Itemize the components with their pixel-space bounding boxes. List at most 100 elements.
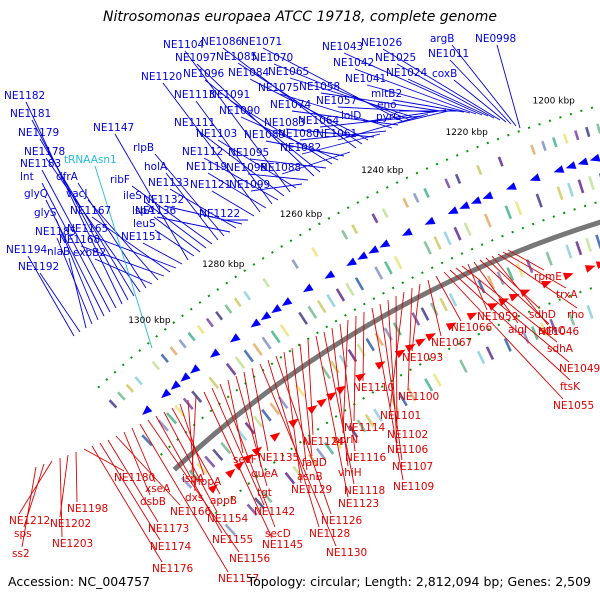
- gene-label-sps: sps: [14, 528, 32, 540]
- gene-label-ne1099: NE1099: [229, 179, 270, 191]
- gene-label-ne1100: NE1100: [398, 391, 439, 403]
- gene-label-ne1058: NE1058: [299, 81, 340, 93]
- gene-label-ne1083: NE1083: [264, 117, 305, 129]
- feature-band-segment: [354, 277, 365, 291]
- feature-band-segment: [243, 290, 252, 301]
- leader-line: [323, 331, 355, 485]
- gene-label-ne1194: NE1194: [6, 244, 48, 256]
- leader-line: [502, 251, 567, 289]
- leader-line: [496, 44, 521, 129]
- gene-label-ispa: ispA: [182, 473, 205, 485]
- feature-band-segment: [208, 376, 220, 390]
- feature-band-segment: [402, 197, 410, 208]
- gene-label-ne1128: NE1128: [309, 528, 350, 540]
- reverse-gene-arrow: [447, 206, 459, 214]
- leader-line: [68, 257, 87, 329]
- leader-line: [443, 271, 564, 400]
- feature-band-segment: [364, 413, 375, 428]
- reverse-gene-arrow: [303, 283, 314, 293]
- gene-label-secf: secF: [233, 454, 257, 466]
- feature-band-segment: [254, 497, 266, 510]
- leader-line: [154, 229, 195, 257]
- feature-band-segment: [311, 247, 319, 257]
- feature-band-segment: [224, 523, 236, 536]
- feature-band-segment: [345, 282, 355, 297]
- feature-band-segment: [134, 376, 143, 386]
- forward-gene-arrow: [562, 272, 574, 281]
- forward-gene-arrow: [307, 405, 318, 415]
- gene-label-ne1088: NE1088: [260, 162, 301, 174]
- feature-band-segment: [476, 350, 486, 365]
- feature-band-segment: [215, 310, 224, 321]
- reverse-gene-arrow: [281, 297, 293, 306]
- leader-line: [281, 151, 351, 175]
- leader-line: [473, 261, 519, 324]
- gene-label-ne1173: NE1173: [148, 523, 189, 535]
- feature-band-segment: [585, 126, 591, 138]
- leader-line: [55, 218, 99, 321]
- forward-gene-arrow: [445, 322, 457, 331]
- leader-line: [451, 44, 517, 127]
- leader-line: [337, 113, 429, 141]
- leader-line: [154, 153, 225, 237]
- gene-label-ne1093: NE1093: [402, 352, 443, 364]
- forward-gene-arrow: [394, 349, 406, 359]
- feature-band-segment: [191, 390, 203, 403]
- leader-line: [392, 99, 465, 113]
- leader-line: [41, 182, 111, 313]
- leader-line: [411, 283, 421, 352]
- leader-line: [91, 445, 163, 563]
- feature-band-segment: [117, 391, 126, 401]
- gene-label-ne1104: NE1104: [163, 39, 205, 51]
- feature-band-segment: [291, 259, 299, 269]
- gene-label-ne1168: NE1168: [59, 234, 100, 246]
- gene-label-ne1071: NE1071: [241, 36, 282, 48]
- gene-label-ne1074: NE1074: [270, 99, 312, 111]
- feature-band-segment: [540, 322, 548, 337]
- gene-label-tgt: tgt: [257, 487, 272, 499]
- leader-line: [449, 269, 571, 381]
- gene-label-oprn: oprN: [333, 434, 358, 446]
- leader-line: [211, 190, 255, 217]
- forward-gene-arrow: [498, 298, 510, 307]
- leader-line: [153, 216, 201, 253]
- feature-band-segment: [233, 297, 242, 308]
- gene-label-rho: rho: [567, 309, 584, 321]
- leader-line: [279, 93, 393, 129]
- reverse-gene-arrow: [209, 348, 221, 358]
- leader-line: [45, 157, 141, 293]
- gene-label-coxb: coxB: [432, 68, 457, 80]
- feature-band-segment: [444, 178, 451, 189]
- gene-label-ne1183: NE1183: [20, 158, 61, 170]
- leader-line: [156, 216, 231, 233]
- outer-feature-band: [108, 123, 600, 409]
- gene-label-ne1165: NE1165: [67, 223, 108, 235]
- gene-label-ne1080: NE1080: [278, 128, 319, 140]
- feature-band-segment: [261, 336, 272, 350]
- gene-label-ne1122: NE1122: [199, 208, 240, 220]
- feature-band-segment: [374, 266, 384, 280]
- gene-label-ne1086: NE1086: [201, 36, 243, 48]
- gene-label-ne1106: NE1106: [387, 444, 429, 456]
- gene-label-ne1107: NE1107: [392, 461, 433, 473]
- feature-band-segment: [484, 213, 492, 228]
- gene-label-ne1212: NE1212: [9, 515, 50, 527]
- coordinate-tick-label: 1300 kbp: [128, 316, 171, 326]
- leader-line: [320, 92, 441, 112]
- leader-line: [171, 407, 221, 495]
- reverse-gene-arrow: [459, 201, 470, 209]
- gene-label-ne1113: NE1113: [174, 89, 215, 101]
- gene-label-ne1109: NE1109: [393, 481, 434, 493]
- gene-label-ne1136: NE1136: [135, 205, 177, 217]
- leader-line: [204, 79, 321, 173]
- leader-line: [379, 303, 403, 461]
- feature-band-segment: [383, 261, 393, 275]
- gene-label-ne1185: NE1185: [35, 226, 76, 238]
- leader-line: [27, 255, 75, 337]
- feature-band-segment: [244, 421, 256, 435]
- gene-label-ribf: ribF: [110, 174, 130, 186]
- coordinate-tick-label: 1200 kbp: [532, 97, 575, 107]
- leader-line: [164, 205, 243, 225]
- feature-band-segment: [448, 293, 458, 307]
- feature-band-segment: [279, 323, 290, 338]
